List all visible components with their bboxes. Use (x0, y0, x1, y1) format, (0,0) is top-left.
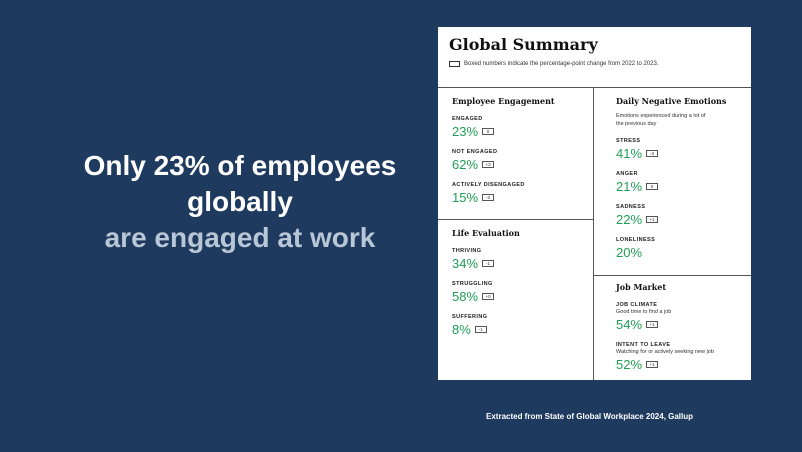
list-item: ACTIVELY DISENGAGED 15% -3 (452, 182, 587, 205)
section-subtitle: Emotions experienced during a lot of the… (616, 113, 706, 127)
divider (438, 219, 593, 220)
item-label: ENGAGED (452, 116, 483, 122)
item-value: 54% (616, 317, 643, 332)
list-item: STRUGGLING 58% +0 (452, 281, 587, 304)
change-badge: +1 (646, 361, 659, 368)
divider (593, 275, 751, 276)
change-badge: -3 (646, 150, 659, 157)
section-employee-engagement: Employee Engagement ENGAGED 23% 0 NOT ENG… (452, 96, 587, 205)
legend-box-icon (449, 61, 460, 67)
list-item: NOT ENGAGED 62% +3 (452, 149, 587, 172)
list-item: INTENT TO LEAVE Watching for or actively… (616, 342, 746, 372)
item-label: ANGER (616, 171, 638, 177)
change-badge: +3 (482, 161, 495, 168)
change-badge: +1 (646, 216, 659, 223)
item-value: 58% (452, 289, 479, 304)
change-badge: -3 (482, 194, 495, 201)
headline-line-3: are engaged at work (104, 222, 376, 253)
source-footnote: Extracted from State of Global Workplace… (486, 412, 694, 421)
section-title: Employee Engagement (452, 96, 555, 106)
item-subtitle: Good time to find a job (616, 309, 672, 315)
item-subtitle: Watching for or actively seeking new job (616, 349, 714, 355)
item-label: THRIVING (452, 248, 482, 254)
item-value: 20% (616, 245, 643, 260)
item-label: JOB CLIMATE (616, 302, 658, 308)
item-label: ACTIVELY DISENGAGED (452, 182, 525, 188)
item-label: LONELINESS (616, 237, 656, 243)
item-value: 15% (452, 190, 479, 205)
list-item: LONELINESS 20% (616, 237, 746, 260)
item-value: 23% (452, 124, 479, 139)
item-label: INTENT TO LEAVE (616, 342, 671, 348)
section-title: Life Evaluation (452, 228, 520, 238)
change-badge: 0 (646, 183, 659, 190)
change-badge: +1 (646, 321, 659, 328)
item-value: 8% (452, 322, 471, 337)
section-title: Job Market (616, 282, 667, 292)
change-badge: -1 (474, 326, 487, 333)
list-item: JOB CLIMATE Good time to find a job 54% +… (616, 302, 746, 332)
item-label: NOT ENGAGED (452, 149, 498, 155)
section-daily-negative-emotions: Daily Negative Emotions Emotions experie… (616, 96, 746, 260)
legend: Boxed numbers indicate the percentage-po… (449, 61, 658, 67)
item-label: SADNESS (616, 204, 646, 210)
card-title: Global Summary (449, 35, 598, 54)
section-title: Daily Negative Emotions (616, 96, 727, 106)
item-label: STRUGGLING (452, 281, 493, 287)
legend-text: Boxed numbers indicate the percentage-po… (464, 61, 659, 67)
item-value: 41% (616, 146, 643, 161)
item-label: SUFFERING (452, 314, 488, 320)
change-badge: 0 (482, 128, 495, 135)
list-item: ENGAGED 23% 0 (452, 116, 587, 139)
list-item: THRIVING 34% -1 (452, 248, 587, 271)
item-value: 34% (452, 256, 479, 271)
headline-line-1: Only 23% of employees (83, 150, 397, 181)
item-value: 21% (616, 179, 643, 194)
section-life-evaluation: Life Evaluation THRIVING 34% -1 STRUGGLIN… (452, 228, 587, 337)
list-item: SADNESS 22% +1 (616, 204, 746, 227)
item-value: 52% (616, 357, 643, 372)
change-badge: +0 (482, 293, 495, 300)
item-label: STRESS (616, 138, 641, 144)
list-item: STRESS 41% -3 (616, 138, 746, 161)
list-item: ANGER 21% 0 (616, 171, 746, 194)
global-summary-card: Global Summary Boxed numbers indicate th… (438, 27, 751, 380)
item-value: 62% (452, 157, 479, 172)
headline-line-2: globally (187, 186, 293, 217)
divider (438, 87, 751, 88)
headline: Only 23% of employees globally are engag… (40, 148, 440, 256)
section-job-market: Job Market JOB CLIMATE Good time to find… (616, 282, 746, 372)
change-badge: -1 (482, 260, 495, 267)
divider (593, 87, 594, 380)
list-item: SUFFERING 8% -1 (452, 314, 587, 337)
item-value: 22% (616, 212, 643, 227)
